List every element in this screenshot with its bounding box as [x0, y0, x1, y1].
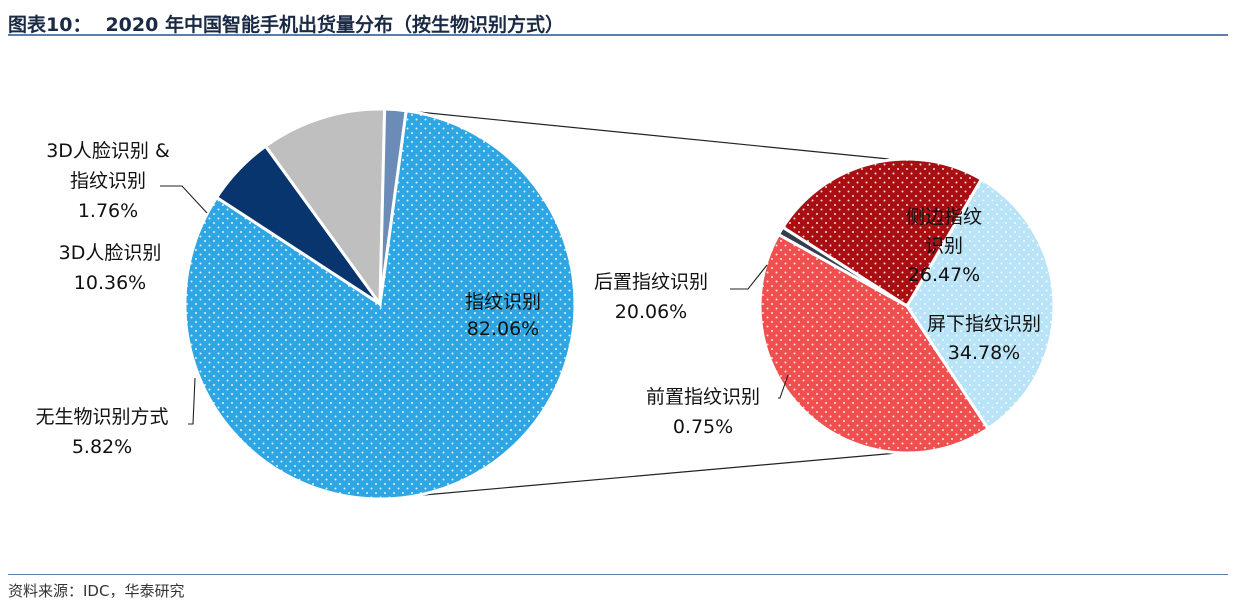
leader-face-fingerprint [160, 185, 208, 214]
main-label-0: 指纹识别 82.06% [465, 291, 541, 340]
main-label-2: 3D人脸识别 10.36% [59, 242, 162, 294]
title-bar: 图表10： 2020 年中国智能手机出货量分布（按生物识别方式） [8, 6, 1228, 36]
sub-label-1-value: 34.78% [948, 342, 1020, 364]
sub-label-1: 屏下指纹识别 34.78% [927, 313, 1041, 364]
sub-label-2-name-line-0: 前置指纹识别 [646, 386, 760, 408]
source-note: 资料来源：IDC，华泰研究 [8, 582, 185, 600]
slice-labels: 指纹识别 82.06%无生物识别方式 5.82%3D人脸识别 10.36%3D人脸识别… [35, 140, 1041, 458]
sub-label-3-value: 20.06% [615, 301, 687, 323]
main-label-2-name-line-0: 3D人脸识别 [59, 242, 162, 264]
leader-lines [160, 185, 789, 425]
leader-front [778, 374, 789, 399]
zoom-connector-lines [407, 110, 900, 497]
fingerprint-breakdown-pie [758, 157, 1056, 455]
connector-top [407, 110, 895, 161]
main-label-3-name-line-1: 指纹识别 [70, 170, 146, 192]
main-slice-3 [378, 107, 408, 305]
main-label-3: 3D人脸识别 & 指纹识别 1.76% [46, 140, 170, 222]
sub-slice-1-texture [759, 234, 989, 454]
main-slice-2 [263, 107, 387, 309]
sub-label-1-name-line-0: 屏下指纹识别 [927, 313, 1041, 335]
main-label-3-value: 1.76% [78, 200, 138, 222]
figure-title: 2020 年中国智能手机出货量分布（按生物识别方式） [105, 14, 564, 36]
main-label-0-value: 82.06% [467, 318, 539, 340]
main-label-0-name-line-0: 指纹识别 [465, 291, 541, 313]
sub-slice-3-texture [782, 158, 982, 306]
main-label-1-value: 5.82% [72, 436, 132, 458]
main-label-1-name-line-0: 无生物识别方式 [35, 406, 168, 428]
footer-divider [8, 574, 1228, 575]
main-label-2-value: 10.36% [74, 272, 146, 294]
leader-none [188, 377, 196, 425]
main-label-3-name-line-0: 3D人脸识别 & [46, 140, 170, 162]
connector-bottom [415, 452, 900, 497]
sub-label-2-value: 0.75% [673, 416, 733, 438]
sub-label-3-name-line-0: 后置指纹识别 [594, 271, 708, 293]
sub-slice-0-texture [907, 179, 1055, 429]
leader-rear [730, 264, 768, 290]
sub-label-3: 后置指纹识别 20.06% [594, 271, 708, 323]
sub-label-0-name-line-1: 识别 [925, 235, 963, 257]
chart-title: 图表10： 2020 年中国智能手机出货量分布（按生物识别方式） [8, 10, 564, 37]
main-pie [183, 107, 577, 501]
figure-number: 图表10： [8, 14, 92, 36]
main-label-1: 无生物识别方式 5.82% [35, 406, 168, 458]
sub-label-0: 侧边指纹识别 26.47% [906, 206, 982, 286]
sub-label-0-name-line-0: 侧边指纹 [906, 206, 982, 228]
sub-label-2: 前置指纹识别 0.75% [646, 386, 760, 438]
sub-label-0-value: 26.47% [908, 264, 980, 286]
